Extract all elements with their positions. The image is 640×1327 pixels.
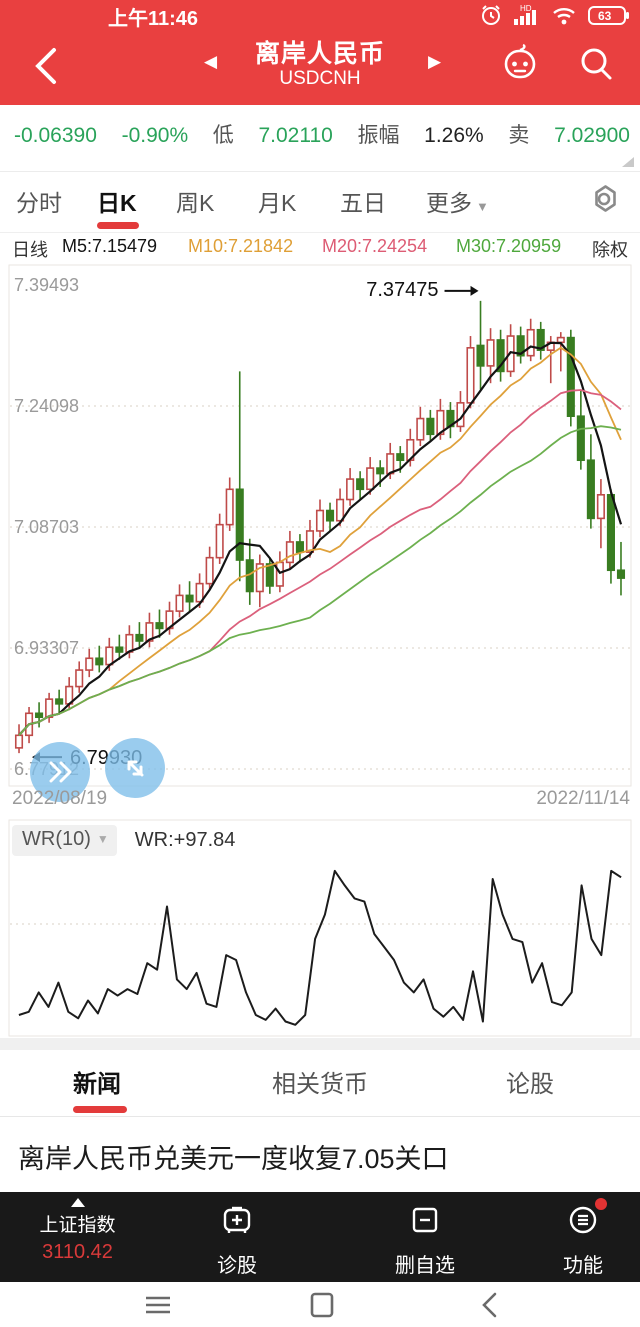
battery-level-text: 63 [598, 9, 612, 23]
indicator-selector-label: WR(10) [22, 827, 91, 850]
index-quote-button[interactable]: 上证指数 3110.42 [20, 1198, 135, 1264]
functions-menu-button[interactable]: 功能 [528, 1198, 638, 1278]
page-title: 离岸人民币 [254, 40, 385, 68]
ex-rights-label: 除权 [592, 240, 628, 260]
box-minus-icon [407, 1202, 443, 1238]
quote-change-pct: -0.90% [121, 124, 189, 147]
tab-monthly-k[interactable]: 月K [258, 190, 297, 216]
tab-daily-k[interactable]: 日K [97, 190, 137, 216]
battery-icon: 63 [588, 3, 630, 32]
period-tab-bar: 分时 日K 周K 月K 五日 更多 ▼ [0, 172, 640, 233]
notification-badge [595, 1198, 607, 1210]
chevron-down-icon: ▼ [476, 199, 489, 214]
alarm-clock-icon [479, 3, 503, 32]
active-tab-underline [73, 1106, 127, 1113]
tab-related-currencies[interactable]: 相关货币 [272, 1071, 368, 1098]
home-nav-icon[interactable] [306, 1290, 338, 1320]
section-divider [0, 1038, 640, 1050]
back-button[interactable] [28, 44, 64, 88]
remove-watchlist-button[interactable]: 删自选 [370, 1202, 480, 1278]
top-bar: 上午11:46 HD 63 ◀ 离岸人民币 [0, 0, 640, 105]
diagnose-box-plus-icon [219, 1202, 255, 1238]
back-nav-icon[interactable] [474, 1290, 506, 1320]
active-tab-underline [97, 222, 139, 229]
amplitude-value: 1.26% [424, 124, 484, 147]
tab-weekly-k[interactable]: 周K [176, 190, 215, 216]
tab-more[interactable]: 更多 ▼ [426, 190, 489, 216]
bottom-action-bar: 上证指数 3110.42 诊股 删自选 功能 [0, 1192, 640, 1282]
tab-minute[interactable]: 分时 [16, 190, 62, 216]
svg-text:7.39493: 7.39493 [14, 275, 79, 295]
low-label: 低 [212, 124, 234, 147]
prev-instrument-arrow-icon[interactable]: ◀ [204, 52, 218, 71]
status-time: 上午11:46 [108, 8, 199, 30]
svg-text:6.93307: 6.93307 [14, 638, 79, 658]
chevron-down-icon: ▼ [96, 832, 109, 846]
amplitude-label: 振幅 [357, 124, 400, 147]
ma30-value: M30:7.20959 [456, 236, 562, 256]
ma-value-bar: 日线 M5:7.15479 M10:7.21842 M20:7.24254 M3… [0, 233, 640, 263]
ma20-value: M20:7.24254 [322, 236, 428, 256]
menu-nav-icon[interactable] [142, 1290, 174, 1320]
svg-text:7.24098: 7.24098 [14, 396, 79, 416]
start-date-label: 2022/08/19 [12, 788, 108, 809]
candlestick-chart[interactable]: 7.394937.240987.087036.933076.779127.374… [0, 263, 640, 788]
search-icon[interactable] [574, 42, 618, 86]
app-header: ◀ 离岸人民币 USDCNH ▶ [0, 30, 640, 105]
android-nav-bar [0, 1282, 640, 1327]
indicator-selector-button[interactable]: WR(10) ▼ [12, 824, 117, 856]
svg-text:7.08703: 7.08703 [14, 517, 79, 537]
expand-chart-button[interactable] [105, 738, 165, 798]
tab-five-day[interactable]: 五日 [340, 190, 386, 216]
fast-forward-button[interactable] [30, 742, 90, 802]
quote-change: -0.06390 [14, 124, 97, 147]
index-value: 3110.42 [42, 1241, 113, 1263]
ma10-value: M10:7.21842 [188, 236, 294, 256]
end-date-label: 2022/11/14 [536, 788, 630, 809]
status-bar: 上午11:46 HD 63 [0, 0, 640, 30]
svg-text:HD: HD [520, 4, 532, 13]
chart-settings-icon[interactable] [586, 182, 622, 218]
tab-forum[interactable]: 论股 [506, 1071, 554, 1098]
content-tab-bar: 新闻 相关货币 论股 [0, 1050, 640, 1117]
menu-circle-icon [565, 1198, 607, 1238]
symbol-subtitle: USDCNH [279, 68, 361, 89]
wr-indicator-chart[interactable] [0, 818, 640, 1040]
signal-hd-icon: HD [512, 3, 542, 32]
wifi-icon [551, 3, 579, 32]
diagnose-stock-button[interactable]: 诊股 [182, 1202, 292, 1278]
robot-assistant-icon[interactable] [498, 42, 542, 86]
sell-label: 卖 [508, 124, 530, 147]
tab-news[interactable]: 新闻 [73, 1071, 121, 1098]
low-value: 7.02110 [258, 124, 333, 147]
quote-summary-row[interactable]: -0.06390 -0.90% 低 7.02110 振幅 1.26% 卖 7.0… [0, 105, 640, 172]
ma5-value: M5:7.15479 [62, 236, 158, 256]
wr-header: WR(10) ▼ WR:+97.84 [0, 822, 640, 858]
x-axis-dates: 2022/08/19 2022/11/14 [0, 788, 640, 816]
news-headline[interactable]: 离岸人民币兑美元一度收复7.05关口 [18, 1144, 449, 1174]
sell-value: 7.02900 [554, 124, 630, 147]
index-name: 上证指数 [39, 1215, 116, 1236]
ma-period-label: 日线 [12, 240, 48, 260]
expand-quote-icon[interactable] [622, 157, 634, 167]
wr-current-value: WR:+97.84 [134, 828, 236, 851]
svg-text:7.37475: 7.37475 [366, 279, 438, 301]
next-instrument-arrow-icon[interactable]: ▶ [428, 52, 442, 71]
triangle-up-icon [70, 1198, 85, 1207]
news-list: 离岸人民币兑美元一度收复7.05关口 [0, 1117, 640, 1192]
